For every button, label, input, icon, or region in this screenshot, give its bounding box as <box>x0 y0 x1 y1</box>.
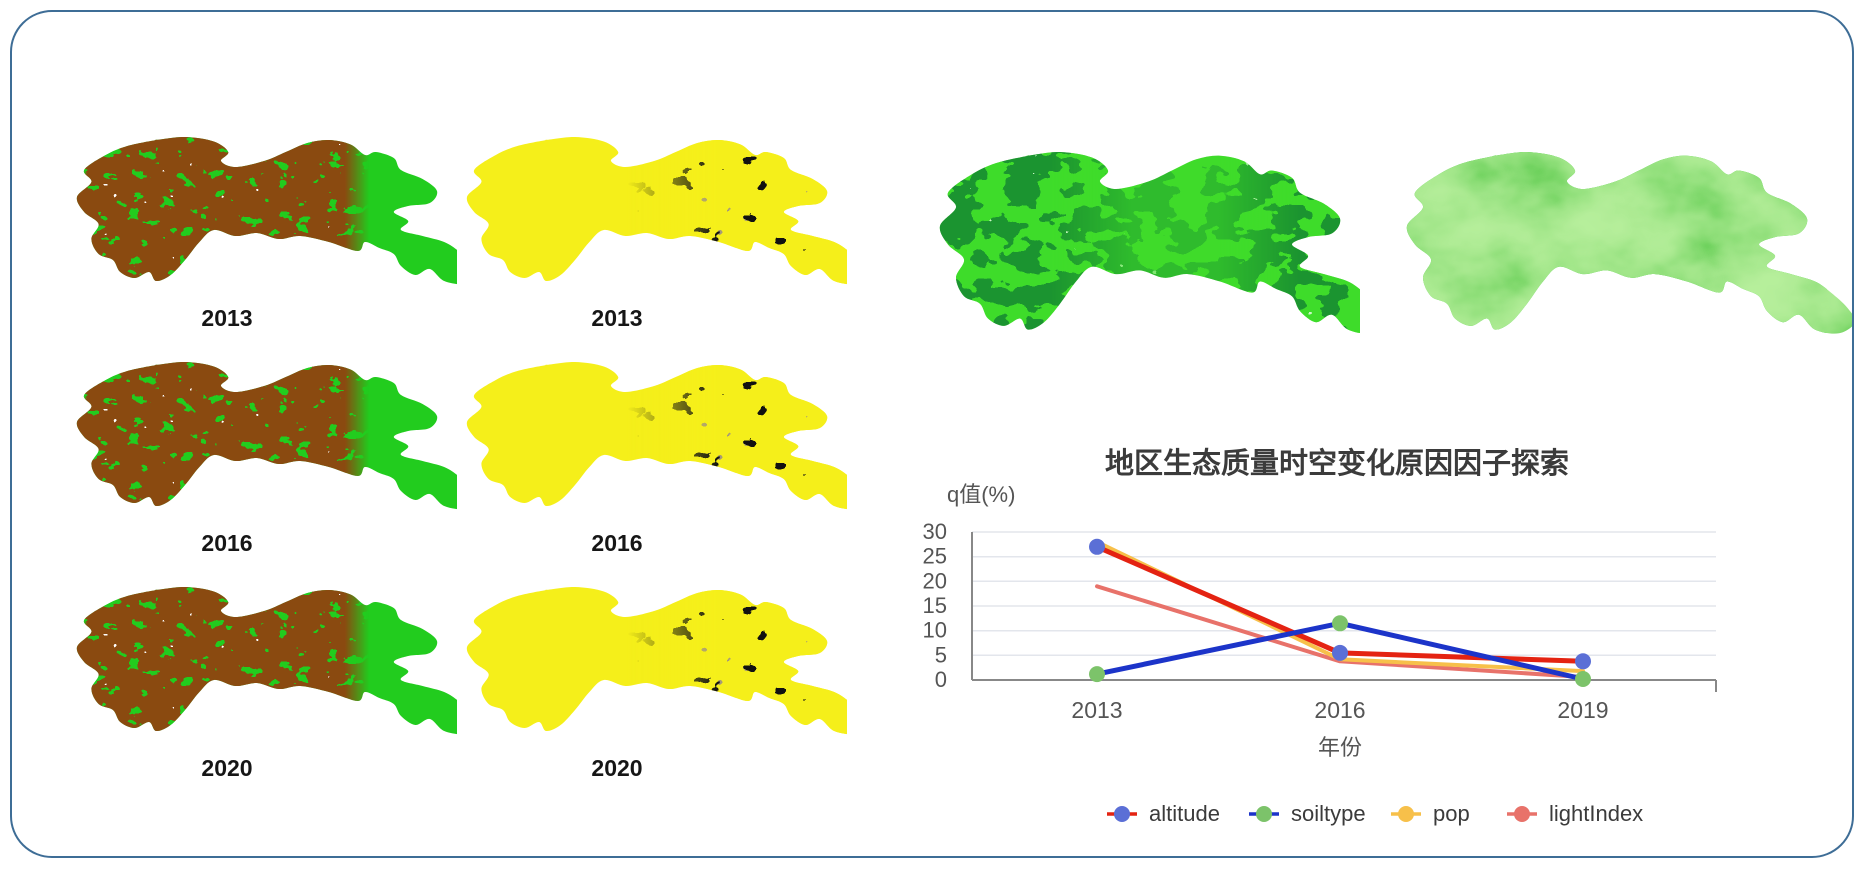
svg-text:lightIndex: lightIndex <box>1549 801 1643 826</box>
svg-text:pop: pop <box>1433 801 1470 826</box>
svg-text:soiltype: soiltype <box>1291 801 1366 826</box>
svg-text:altitude: altitude <box>1149 801 1220 826</box>
